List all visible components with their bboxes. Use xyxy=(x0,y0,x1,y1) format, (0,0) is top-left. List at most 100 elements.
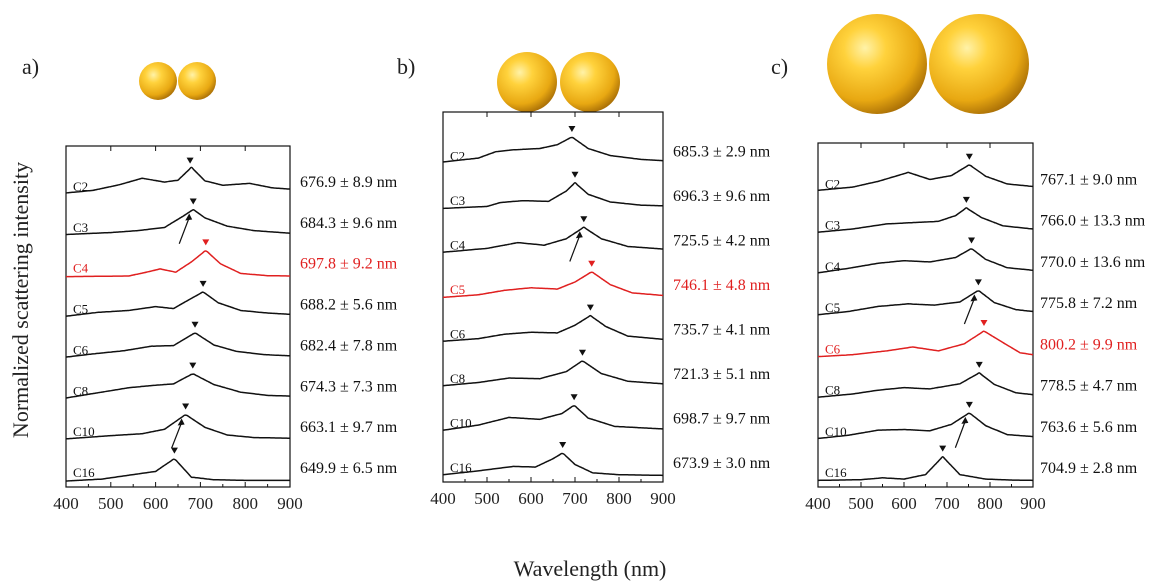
spectrum-line-c6 xyxy=(817,330,1034,358)
nanosphere-2 xyxy=(560,52,620,112)
series-label: C16 xyxy=(73,465,95,480)
peak-value-label: 676.9 ± 8.9 nm xyxy=(300,174,398,191)
peak-marker xyxy=(965,401,973,408)
x-tick-label: 600 xyxy=(518,489,544,508)
spectrum-line-c16 xyxy=(817,455,1034,482)
peak-value-label: 746.1 ± 4.8 nm xyxy=(673,277,771,294)
peak-marker xyxy=(189,362,197,369)
peak-marker xyxy=(571,171,579,178)
x-tick-label: 500 xyxy=(848,494,874,513)
nanosphere-1 xyxy=(497,52,557,112)
series-label: C6 xyxy=(450,327,466,342)
shift-arrowhead xyxy=(177,418,185,426)
series-label: C3 xyxy=(73,220,88,235)
peak-value-label: 674.3 ± 7.3 nm xyxy=(300,378,398,395)
peak-value-label: 688.2 ± 5.6 nm xyxy=(300,297,398,314)
peak-marker xyxy=(962,196,970,203)
spectrum-line-c8 xyxy=(65,373,291,399)
series-label: C10 xyxy=(73,424,95,439)
spectrum-line-c6 xyxy=(65,332,291,358)
peak-value-label: 775.8 ± 7.2 nm xyxy=(1040,295,1138,312)
shift-arrowhead xyxy=(970,294,978,302)
spectrum-line-c8 xyxy=(442,360,664,387)
spectrum-line-c4 xyxy=(817,248,1034,274)
spectrum-line-c5 xyxy=(65,291,291,317)
x-tick-label: 500 xyxy=(98,494,124,513)
peak-value-label: 697.8 ± 9.2 nm xyxy=(300,256,398,273)
x-tick-label: 400 xyxy=(805,494,831,513)
peak-marker xyxy=(182,403,190,410)
peak-value-label: 778.5 ± 4.7 nm xyxy=(1040,378,1138,395)
shift-arrowhead xyxy=(185,213,193,221)
shift-arrow xyxy=(954,420,966,448)
peak-marker xyxy=(980,320,988,327)
x-tick-label: 400 xyxy=(53,494,79,513)
series-label: C5 xyxy=(450,282,465,297)
x-tick-label: 600 xyxy=(891,494,917,513)
series-label: C8 xyxy=(825,383,840,398)
peak-value-label: 698.7 ± 9.7 nm xyxy=(673,411,771,428)
peak-value-label: 649.9 ± 6.5 nm xyxy=(300,460,398,477)
spectrum-line-c4 xyxy=(65,250,290,278)
spectrum-line-c4 xyxy=(442,226,664,253)
series-label: C4 xyxy=(450,238,466,253)
spectrum-line-c3 xyxy=(817,207,1034,233)
series-label: C8 xyxy=(450,371,465,386)
series-label: C16 xyxy=(450,460,472,475)
spectrum-line-c8 xyxy=(817,372,1034,398)
peak-marker xyxy=(199,280,207,287)
nanosphere-1 xyxy=(827,14,927,114)
spectrum-line-c2 xyxy=(817,164,1034,192)
peak-marker xyxy=(568,125,576,132)
series-label: C6 xyxy=(73,342,89,357)
x-tick-label: 800 xyxy=(977,494,1003,513)
peak-marker xyxy=(202,239,210,246)
spectrum-line-c5 xyxy=(442,271,664,299)
y-axis-label: Normalized scattering intensity xyxy=(8,162,33,438)
peak-marker xyxy=(588,260,596,267)
spectrum-line-c6 xyxy=(442,314,664,342)
series-label: C2 xyxy=(73,179,88,194)
spectrum-line-c3 xyxy=(442,182,664,210)
nanosphere-2 xyxy=(178,62,216,100)
peak-marker xyxy=(559,441,567,448)
x-tick-label: 800 xyxy=(606,489,632,508)
peak-marker xyxy=(968,237,976,244)
peak-marker xyxy=(586,304,594,311)
peak-value-label: 673.9 ± 3.0 nm xyxy=(673,455,771,472)
shift-arrowhead xyxy=(575,231,583,239)
peak-value-label: 684.3 ± 9.6 nm xyxy=(300,215,398,232)
nanosphere-1 xyxy=(139,62,177,100)
x-tick-label: 800 xyxy=(232,494,258,513)
peak-marker xyxy=(578,349,586,356)
peak-value-label: 800.2 ± 9.9 nm xyxy=(1040,336,1138,353)
spectrum-line-c10 xyxy=(817,412,1034,440)
series-label: C3 xyxy=(450,193,465,208)
panel-a: a) 400 500 600 700 800 900 C2 676.9 ± 8.9 nm C3 68… xyxy=(22,54,398,513)
series-label: C2 xyxy=(450,149,465,164)
panel-label: b) xyxy=(397,54,415,79)
series-label: C16 xyxy=(825,465,847,480)
series-label: C4 xyxy=(73,261,89,276)
spectrum-line-c2 xyxy=(65,166,291,194)
series-label: C4 xyxy=(825,259,841,274)
peak-value-label: 770.0 ± 13.6 nm xyxy=(1040,254,1146,271)
panels: a) 400 500 600 700 800 900 C2 676.9 ± 8.9 nm C3 68… xyxy=(22,14,1146,513)
peak-value-label: 763.6 ± 5.6 nm xyxy=(1040,419,1138,436)
spectrum-line-c10 xyxy=(442,405,664,431)
shift-arrow xyxy=(569,235,581,262)
x-tick-label: 500 xyxy=(474,489,500,508)
x-tick-label: 700 xyxy=(188,494,214,513)
peak-marker xyxy=(191,321,199,328)
series-label: C10 xyxy=(450,416,472,431)
peak-value-label: 725.5 ± 4.2 nm xyxy=(673,233,771,250)
spectrum-line-c2 xyxy=(442,136,664,163)
shift-arrow xyxy=(178,217,190,244)
x-tick-label: 400 xyxy=(430,489,456,508)
panel-c: c) 400 500 600 700 800 900 C2 767.1 ± 9.0 nm C3 76… xyxy=(771,14,1146,513)
peak-marker xyxy=(974,279,982,286)
peak-value-label: 685.3 ± 2.9 nm xyxy=(673,144,771,161)
series-label: C10 xyxy=(825,424,847,439)
shift-arrow xyxy=(171,422,183,449)
